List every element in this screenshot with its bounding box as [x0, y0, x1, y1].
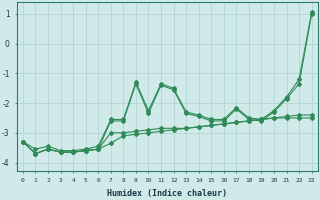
X-axis label: Humidex (Indice chaleur): Humidex (Indice chaleur)	[107, 189, 227, 198]
